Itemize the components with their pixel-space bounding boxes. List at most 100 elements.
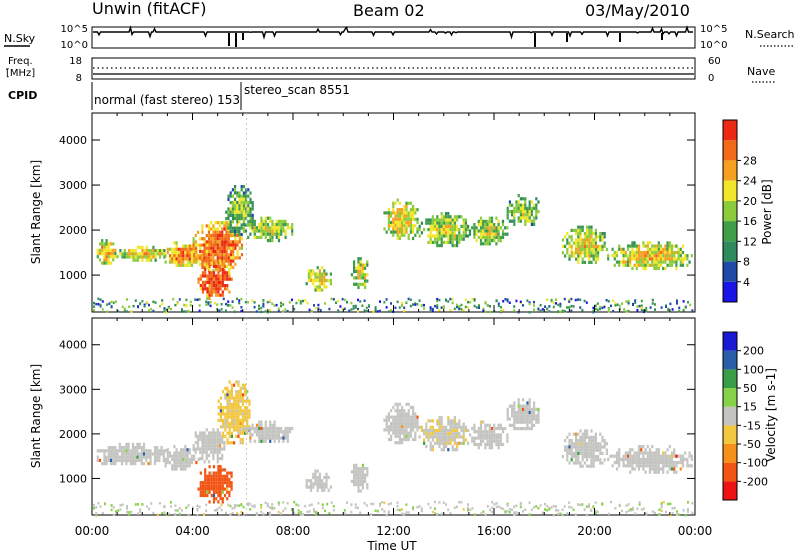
data-cell [201,262,204,266]
data-cell [136,458,139,462]
data-cell [199,481,202,485]
data-cell [229,213,232,217]
data-cell [207,237,211,241]
data-cell [253,504,256,507]
data-cell [479,239,483,243]
data-cell [235,393,238,397]
data-cell [310,482,313,486]
data-cell [479,223,483,227]
data-cell [137,503,139,506]
data-cell [515,206,518,210]
data-cell [353,266,356,270]
data-cell [204,271,207,275]
data-cell [190,250,194,255]
data-cell [223,474,227,478]
data-cell [588,464,591,468]
data-cell [238,256,241,260]
data-cell [646,254,649,258]
data-cell [679,254,682,258]
data-cell [249,439,252,443]
data-cell [219,406,222,410]
data-cell [376,310,379,313]
data-cell [103,449,106,453]
data-cell [223,249,226,254]
data-cell [159,502,161,505]
data-cell [442,224,445,228]
data-cell [210,246,213,250]
data-cell [244,415,247,419]
data-cell [401,437,404,442]
data-cell [359,257,362,261]
data-cell [234,213,237,217]
data-cell [201,437,204,441]
data-cell [221,497,224,501]
x-tick-label: 20:00 [577,524,612,538]
data-cell [221,240,224,244]
data-cell [653,247,656,251]
data-cell [434,435,437,439]
data-cell [264,423,267,427]
data-cell [592,241,595,245]
data-cell [171,467,174,471]
data-cell [398,217,401,221]
data-cell [664,457,667,461]
data-cell [209,301,212,304]
data-cell [241,412,244,416]
data-cell [219,487,222,491]
data-cell [107,245,110,249]
data-cell [255,433,259,437]
beam-title: Beam 02 [353,1,425,20]
data-cell [449,432,452,436]
data-cell [409,428,412,432]
data-cell [221,256,224,260]
data-cell [236,217,239,221]
data-cell [253,226,256,230]
data-cell [244,426,248,431]
data-cell [214,450,217,454]
data-cell [599,235,602,239]
data-cell [286,426,289,431]
data-cell [396,412,399,416]
data-cell [192,246,195,250]
data-cell [592,445,595,449]
data-cell [586,244,589,248]
data-cell [383,301,386,304]
data-cell [271,430,274,434]
data-cell [449,297,452,301]
data-cell [416,220,419,225]
data-cell [438,441,441,445]
data-cell [673,244,676,248]
data-cell [533,401,536,405]
data-cell [216,221,219,225]
data-cell [199,237,202,241]
data-cell [475,436,478,440]
data-cell [586,238,589,242]
data-cell [101,251,104,256]
data-cell [262,232,265,236]
data-cell [248,412,251,416]
data-cell [244,383,247,387]
data-cell [127,455,130,459]
data-cell [208,277,211,281]
data-cell [460,303,463,307]
data-cell [166,457,169,461]
data-cell [644,464,647,468]
data-cell [586,235,589,239]
data-cell [269,232,272,236]
data-cell [181,509,183,512]
data-cell [210,447,213,451]
data-cell [530,508,533,511]
data-cell [112,513,115,517]
data-cell [535,197,538,201]
data-cell [271,229,274,233]
data-cell [228,441,231,445]
data-cell [383,211,386,215]
data-cell [458,240,461,244]
data-cell [125,255,129,259]
data-cell [182,247,185,251]
data-cell [436,432,439,436]
data-cell [579,464,582,468]
cpid-mode-normal: normal (fast stereo) 153 [94,93,240,107]
data-cell [105,449,108,453]
data-cell [221,237,224,241]
